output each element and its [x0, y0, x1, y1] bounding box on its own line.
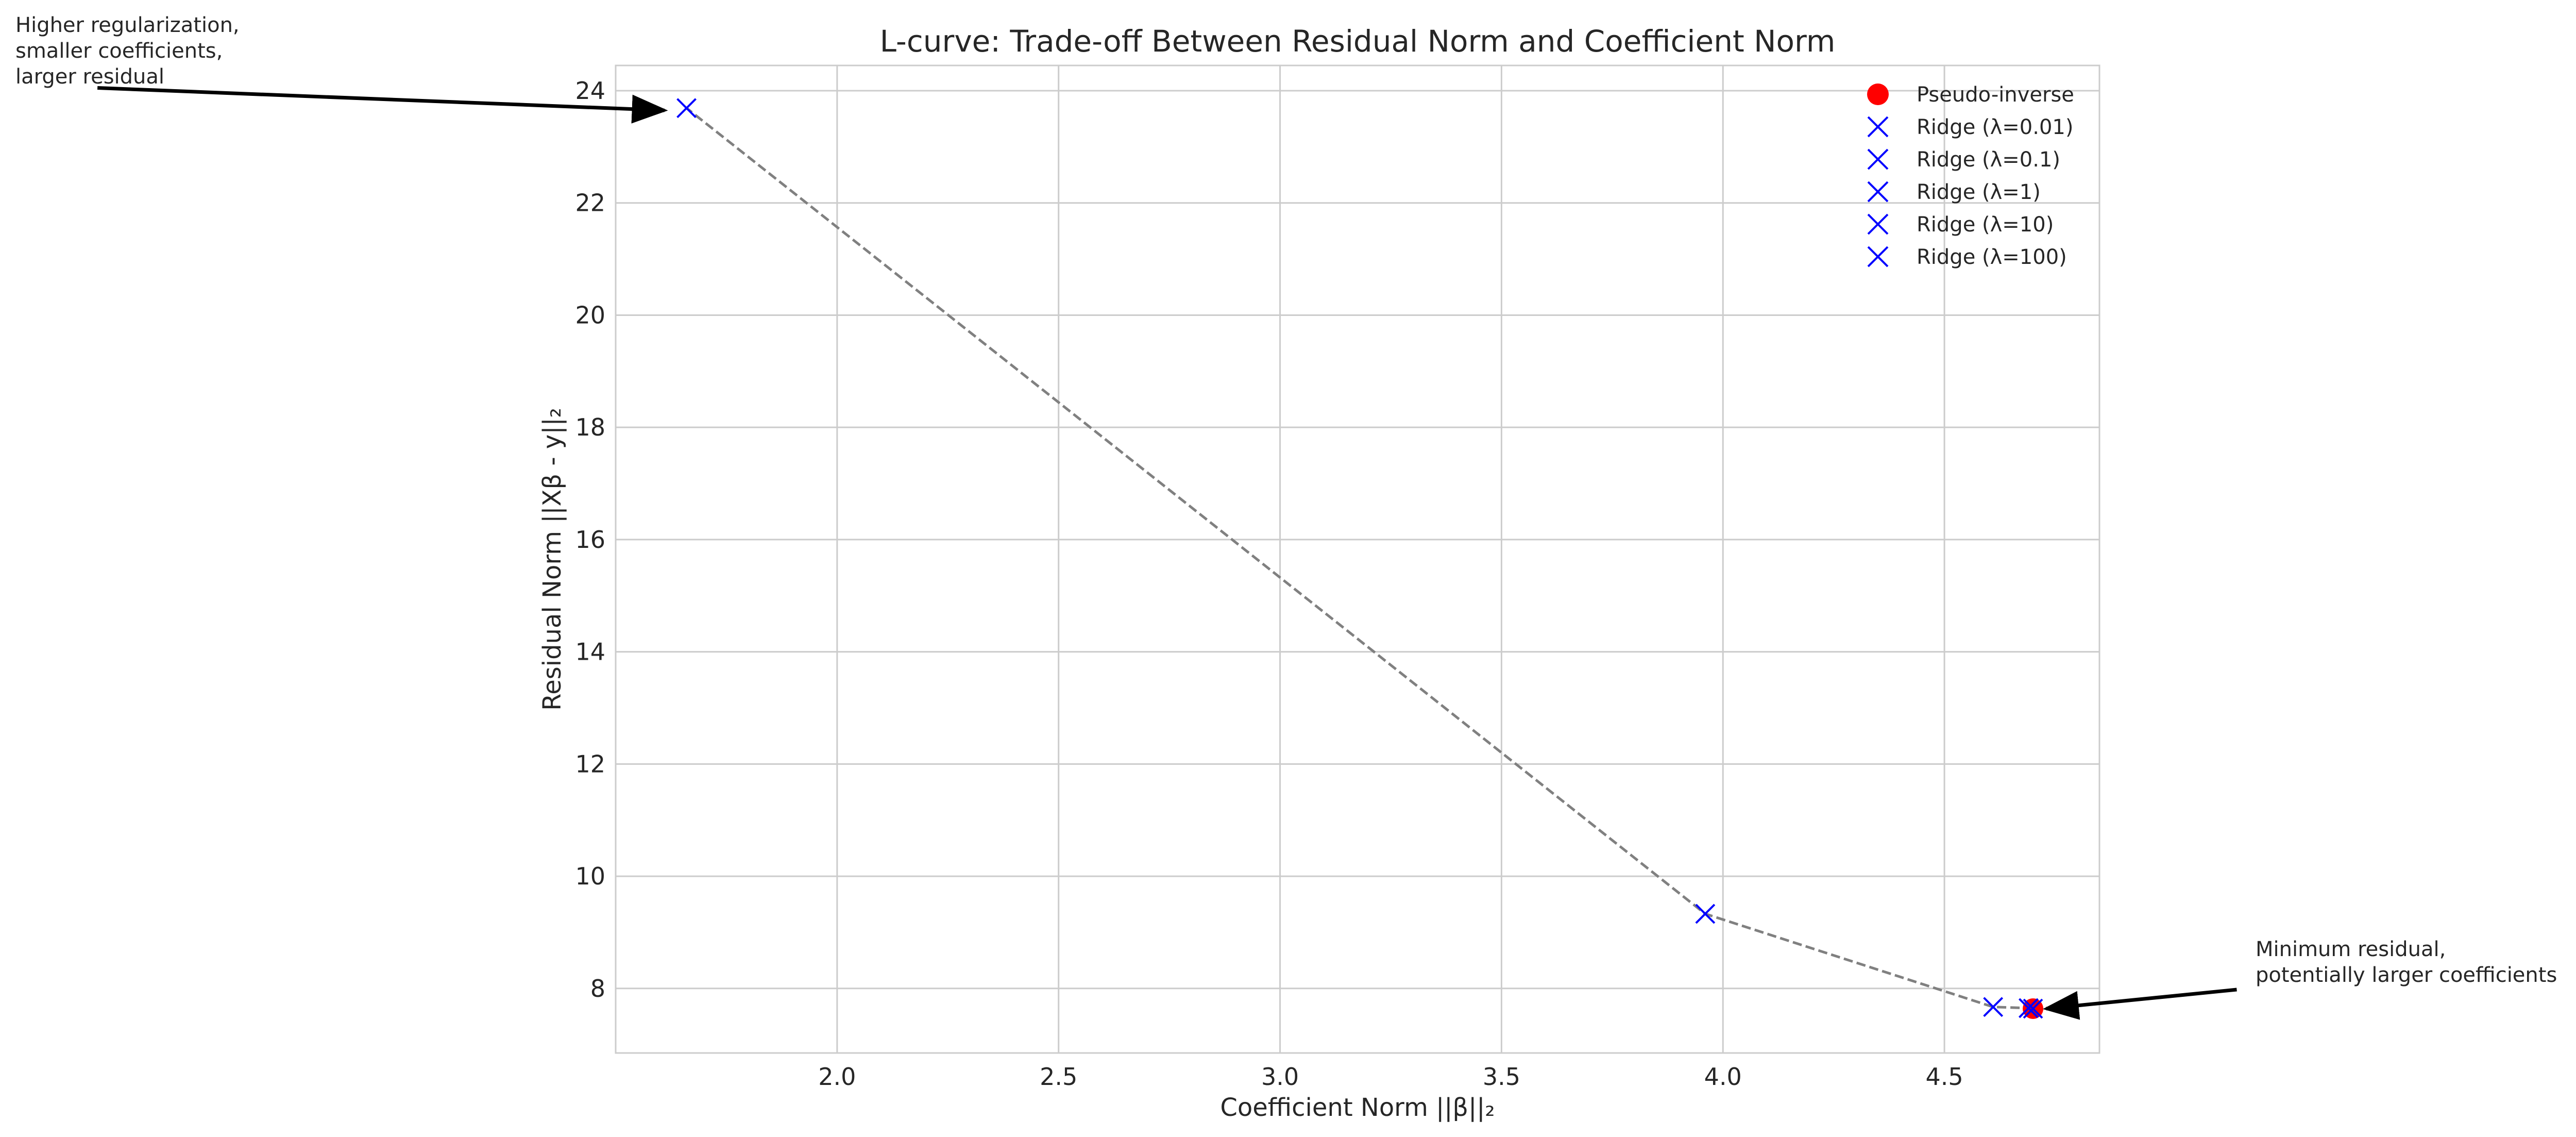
y-tick-label: 20: [575, 301, 605, 329]
legend-label: Ridge (λ=100): [1917, 245, 2067, 269]
ridge-point: [676, 98, 697, 119]
legend-item: Ridge (λ=0.1): [1867, 148, 2060, 172]
y-axis-label: Residual Norm ||Xβ - y||₂: [538, 408, 567, 711]
annotation-minimum-residual: Minimum residual,potentially larger coef…: [2042, 938, 2557, 1020]
y-tick-label: 24: [575, 77, 605, 105]
annotation-text-line: Higher regularization,: [15, 13, 240, 37]
x-tick-label: 3.0: [1261, 1063, 1299, 1091]
y-axis-ticks: 8 10 12 14 16 18 20 22 24: [575, 77, 605, 1002]
ridge-point: [1695, 904, 1716, 924]
x-tick-label: 2.0: [818, 1063, 856, 1091]
x-tick-label: 2.5: [1040, 1063, 1077, 1091]
x-axis-label: Coefficient Norm ||β||₂: [1220, 1093, 1495, 1122]
y-tick-label: 14: [575, 638, 605, 666]
legend-label: Pseudo-inverse: [1917, 83, 2074, 107]
chart-title: L-curve: Trade-off Between Residual Norm…: [880, 24, 1836, 59]
y-tick-label: 18: [575, 413, 605, 441]
annotation-arrow: [2042, 988, 2237, 1020]
plot-background: [616, 65, 2099, 1053]
annotation-text-line: potentially larger coefficients: [2256, 963, 2557, 987]
annotation-text-line: Minimum residual,: [2256, 938, 2446, 961]
x-tick-label: 4.5: [1926, 1063, 1963, 1091]
grid-lines: [616, 65, 2099, 1053]
legend-marker: [1867, 181, 1889, 203]
legend-label: Ridge (λ=1): [1917, 180, 2041, 204]
x-tick-label: 4.0: [1704, 1063, 1742, 1091]
x-axis-ticks: 2.0 2.5 3.0 3.5 4.0 4.5: [818, 1063, 1963, 1091]
legend-item: Pseudo-inverse: [1867, 83, 2074, 107]
legend-label: Ridge (λ=0.01): [1917, 115, 2073, 139]
annotation-high-regularization: Higher regularization,smaller coefficien…: [15, 13, 668, 124]
legend-marker: [1867, 116, 1889, 138]
legend-item: Ridge (λ=10): [1867, 213, 2054, 237]
annotation-text-line: smaller coefficients,: [15, 39, 223, 63]
y-tick-label: 22: [575, 189, 605, 217]
annotation-arrow: [97, 86, 668, 124]
legend-label: Ridge (λ=10): [1917, 213, 2054, 237]
legend-marker: [1867, 213, 1889, 235]
ridge-point: [1983, 997, 2004, 1017]
annotation-text-line: larger residual: [15, 65, 164, 89]
plot-frame: [615, 64, 2100, 1054]
legend-marker: [1867, 83, 1889, 105]
legend-item: Ridge (λ=100): [1867, 245, 2067, 269]
legend-item: Ridge (λ=1): [1867, 180, 2041, 204]
legend-item: Ridge (λ=0.01): [1867, 115, 2073, 139]
x-tick-label: 3.5: [1483, 1063, 1520, 1091]
legend-label: Ridge (λ=0.1): [1917, 148, 2060, 172]
y-tick-label: 12: [575, 750, 605, 778]
y-tick-label: 8: [590, 975, 605, 1002]
legend-marker: [1867, 148, 1889, 170]
legend-marker: [1867, 246, 1889, 267]
ridge-point: [2019, 998, 2039, 1018]
ridge-point: [2023, 998, 2043, 1019]
y-tick-label: 10: [575, 862, 605, 890]
data-points: [676, 98, 2044, 1019]
annotations: Higher regularization,smaller coefficien…: [15, 13, 2557, 1020]
legend: Pseudo-inverse Ridge (λ=0.01) Ridge (λ=0.1…: [1867, 83, 2074, 269]
y-tick-label: 16: [575, 526, 605, 554]
